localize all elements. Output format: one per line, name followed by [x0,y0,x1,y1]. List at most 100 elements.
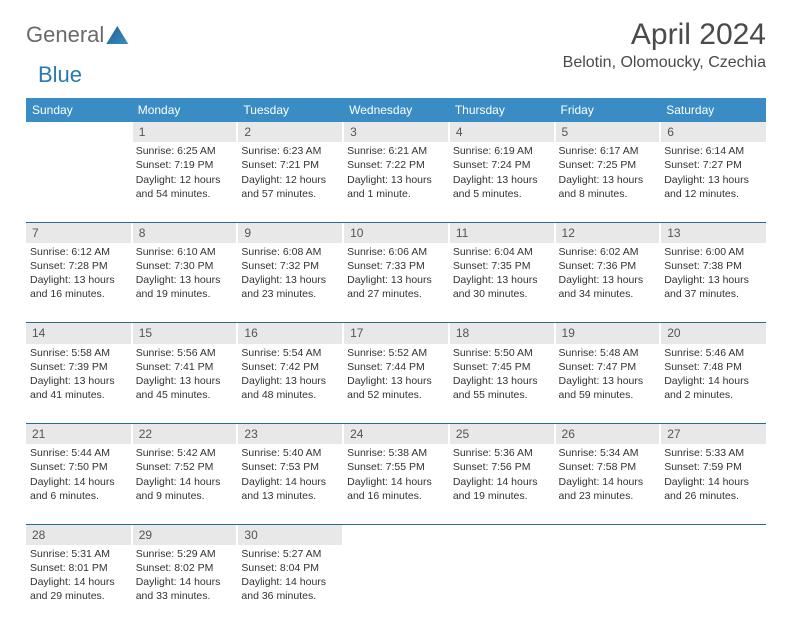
daylight-text: and 8 minutes. [559,187,657,201]
daylight-text: Daylight: 14 hours [30,575,128,589]
sunrise-text: Sunrise: 6:21 AM [347,144,445,158]
day-number: 9 [237,223,343,243]
sunrise-text: Sunrise: 6:08 AM [241,245,339,259]
day-number [26,122,132,142]
logo-text-1: General [26,22,104,48]
daylight-text: Daylight: 13 hours [347,374,445,388]
daynum-row: 78910111213 [26,223,766,243]
sunrise-text: Sunrise: 6:02 AM [559,245,657,259]
daylight-text: Daylight: 13 hours [453,173,551,187]
daylight-text: Daylight: 14 hours [241,575,339,589]
day-number: 18 [449,323,555,343]
daylight-text: Daylight: 13 hours [30,374,128,388]
week-row: Sunrise: 5:44 AMSunset: 7:50 PMDaylight:… [26,444,766,524]
day-cell: Sunrise: 5:34 AMSunset: 7:58 PMDaylight:… [555,444,661,524]
daylight-text: Daylight: 14 hours [664,475,762,489]
day-number: 2 [237,122,343,142]
sunset-text: Sunset: 7:24 PM [453,158,551,172]
daylight-text: and 19 minutes. [136,287,234,301]
daylight-text: and 55 minutes. [453,388,551,402]
sunset-text: Sunset: 8:04 PM [241,561,339,575]
col-mon: Monday [132,98,238,122]
sunset-text: Sunset: 7:25 PM [559,158,657,172]
sunset-text: Sunset: 7:47 PM [559,360,657,374]
day-cell: Sunrise: 6:04 AMSunset: 7:35 PMDaylight:… [449,243,555,323]
daylight-text: and 29 minutes. [30,589,128,603]
weekday-header-row: Sunday Monday Tuesday Wednesday Thursday… [26,98,766,122]
daynum-row: 282930 [26,525,766,545]
col-thu: Thursday [449,98,555,122]
day-number: 19 [555,323,661,343]
daylight-text: and 34 minutes. [559,287,657,301]
sunset-text: Sunset: 7:58 PM [559,460,657,474]
daylight-text: and 48 minutes. [241,388,339,402]
sunset-text: Sunset: 7:33 PM [347,259,445,273]
daylight-text: and 33 minutes. [136,589,234,603]
daylight-text: Daylight: 13 hours [664,173,762,187]
day-number: 15 [132,323,238,343]
day-number [660,525,766,545]
day-number: 13 [660,223,766,243]
sunset-text: Sunset: 8:02 PM [136,561,234,575]
daylight-text: and 30 minutes. [453,287,551,301]
sunrise-text: Sunrise: 5:56 AM [136,346,234,360]
daylight-text: and 59 minutes. [559,388,657,402]
day-number: 4 [449,122,555,142]
day-number: 6 [660,122,766,142]
sunset-text: Sunset: 7:42 PM [241,360,339,374]
daylight-text: Daylight: 14 hours [559,475,657,489]
day-cell [26,142,132,222]
day-cell: Sunrise: 6:06 AMSunset: 7:33 PMDaylight:… [343,243,449,323]
day-cell: Sunrise: 6:00 AMSunset: 7:38 PMDaylight:… [660,243,766,323]
week-row: Sunrise: 6:25 AMSunset: 7:19 PMDaylight:… [26,142,766,222]
daylight-text: Daylight: 13 hours [347,273,445,287]
day-cell: Sunrise: 6:12 AMSunset: 7:28 PMDaylight:… [26,243,132,323]
day-cell: Sunrise: 5:52 AMSunset: 7:44 PMDaylight:… [343,344,449,424]
logo-text-2: Blue [26,62,82,88]
sunrise-text: Sunrise: 6:04 AM [453,245,551,259]
daylight-text: Daylight: 13 hours [559,173,657,187]
daylight-text: and 37 minutes. [664,287,762,301]
daylight-text: and 2 minutes. [664,388,762,402]
sunrise-text: Sunrise: 5:44 AM [30,446,128,460]
day-cell: Sunrise: 5:31 AMSunset: 8:01 PMDaylight:… [26,545,132,625]
sunset-text: Sunset: 7:22 PM [347,158,445,172]
day-number: 11 [449,223,555,243]
day-cell: Sunrise: 6:17 AMSunset: 7:25 PMDaylight:… [555,142,661,222]
sunset-text: Sunset: 7:30 PM [136,259,234,273]
sunset-text: Sunset: 7:55 PM [347,460,445,474]
sunrise-text: Sunrise: 5:40 AM [241,446,339,460]
day-number [343,525,449,545]
day-cell: Sunrise: 6:10 AMSunset: 7:30 PMDaylight:… [132,243,238,323]
daynum-row: 123456 [26,122,766,142]
day-number: 12 [555,223,661,243]
daylight-text: Daylight: 13 hours [241,374,339,388]
daylight-text: Daylight: 14 hours [136,475,234,489]
sunset-text: Sunset: 7:21 PM [241,158,339,172]
day-cell: Sunrise: 5:36 AMSunset: 7:56 PMDaylight:… [449,444,555,524]
day-number: 10 [343,223,449,243]
day-number: 29 [132,525,238,545]
daylight-text: and 19 minutes. [453,489,551,503]
daylight-text: and 41 minutes. [30,388,128,402]
sunrise-text: Sunrise: 5:46 AM [664,346,762,360]
sunrise-text: Sunrise: 6:00 AM [664,245,762,259]
daylight-text: Daylight: 14 hours [347,475,445,489]
week-row: Sunrise: 5:58 AMSunset: 7:39 PMDaylight:… [26,344,766,424]
day-cell: Sunrise: 5:40 AMSunset: 7:53 PMDaylight:… [237,444,343,524]
daylight-text: Daylight: 14 hours [136,575,234,589]
day-number: 14 [26,323,132,343]
sunrise-text: Sunrise: 5:27 AM [241,547,339,561]
sunrise-text: Sunrise: 5:29 AM [136,547,234,561]
day-number [555,525,661,545]
daylight-text: Daylight: 12 hours [241,173,339,187]
sunrise-text: Sunrise: 5:34 AM [559,446,657,460]
daylight-text: Daylight: 14 hours [453,475,551,489]
daylight-text: Daylight: 14 hours [241,475,339,489]
sunset-text: Sunset: 7:19 PM [136,158,234,172]
daynum-row: 14151617181920 [26,323,766,343]
day-cell [660,545,766,625]
day-cell: Sunrise: 6:02 AMSunset: 7:36 PMDaylight:… [555,243,661,323]
daylight-text: and 52 minutes. [347,388,445,402]
sunset-text: Sunset: 7:38 PM [664,259,762,273]
